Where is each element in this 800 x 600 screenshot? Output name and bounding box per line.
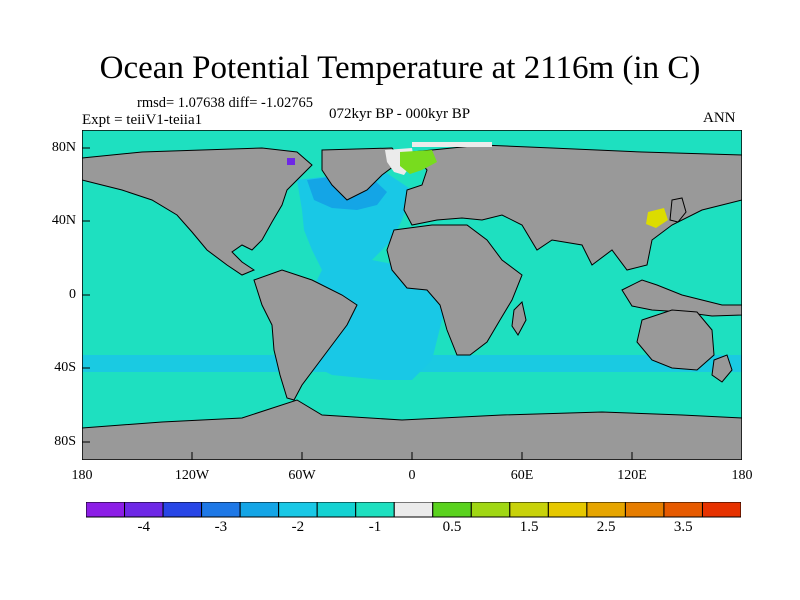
colorbar-label: -2 <box>291 519 305 535</box>
period-label: 072kyr BP - 000kyr BP <box>329 106 471 122</box>
map-ticks <box>82 147 633 460</box>
hudson-bay-anomaly <box>287 158 295 165</box>
colorbar-swatch <box>316 501 357 518</box>
map-svg <box>82 130 742 460</box>
colorbar-swatch <box>201 501 241 518</box>
arctic-strip <box>412 142 492 147</box>
colorbar-swatch <box>586 501 626 518</box>
colorbar-swatch <box>393 501 434 518</box>
africa <box>386 224 523 356</box>
lon-label-180w: 180 <box>71 468 93 483</box>
rmsd-diff-stats: rmsd= 1.07638 diff= -1.02765 <box>137 95 313 111</box>
colorbar-swatch <box>278 501 318 518</box>
lat-label-40n: 40N <box>51 213 76 228</box>
chart-title: Ocean Potential Temperature at 2116m (in… <box>99 50 701 86</box>
lon-label-120e: 120E <box>617 468 647 483</box>
colorbar-label: -1 <box>368 519 382 535</box>
lon-label-120w: 120W <box>174 468 210 483</box>
colorbar-swatch <box>547 501 588 518</box>
lat-label-0: 0 <box>69 287 76 302</box>
colorbar-label: 3.5 <box>673 519 693 535</box>
japan <box>669 197 687 223</box>
colorbar-swatch <box>701 501 742 518</box>
lon-label-60e: 60E <box>510 468 534 483</box>
colorbar-swatch <box>124 501 164 518</box>
southern-band <box>82 355 742 372</box>
colorbar <box>85 501 742 518</box>
lat-label-80n: 80N <box>51 140 76 155</box>
colorbar-svg <box>85 501 742 518</box>
maritime-continent <box>621 279 742 317</box>
eurasia <box>403 144 742 271</box>
colorbar-swatch <box>162 501 203 518</box>
season-label: ANN <box>703 110 736 126</box>
colorbar-label: 2.5 <box>596 519 616 535</box>
north-america <box>82 147 313 276</box>
colorbar-label: 0.5 <box>442 519 462 535</box>
colorbar-swatch <box>85 501 126 518</box>
lon-label-0: 0 <box>408 468 416 483</box>
experiment-label: Expt = teiiV1-teiia1 <box>82 112 203 128</box>
colorbar-swatch <box>239 501 280 518</box>
colorbar-swatch <box>624 501 665 518</box>
madagascar <box>511 301 527 336</box>
colorbar-swatch <box>509 501 549 518</box>
colorbar-swatch <box>470 501 511 518</box>
barents-anomaly <box>400 150 437 174</box>
antarctica <box>82 399 742 460</box>
colorbar-swatch <box>355 501 395 518</box>
south-america <box>253 269 358 401</box>
new-zealand <box>711 354 733 383</box>
land-masses <box>82 144 742 460</box>
world-map <box>82 130 742 460</box>
lon-label-180e: 180 <box>731 468 753 483</box>
colorbar-label: -3 <box>214 519 228 535</box>
colorbar-label: -4 <box>137 519 151 535</box>
colorbar-swatch <box>432 501 472 518</box>
australia <box>636 309 715 371</box>
colorbar-label: 1.5 <box>519 519 539 535</box>
lat-label-40s: 40S <box>54 360 76 375</box>
colorbar-swatch <box>663 501 703 518</box>
lat-label-80s: 80S <box>54 434 76 449</box>
sea-of-japan-anomaly <box>646 208 668 228</box>
lon-label-60w: 60W <box>288 468 316 483</box>
